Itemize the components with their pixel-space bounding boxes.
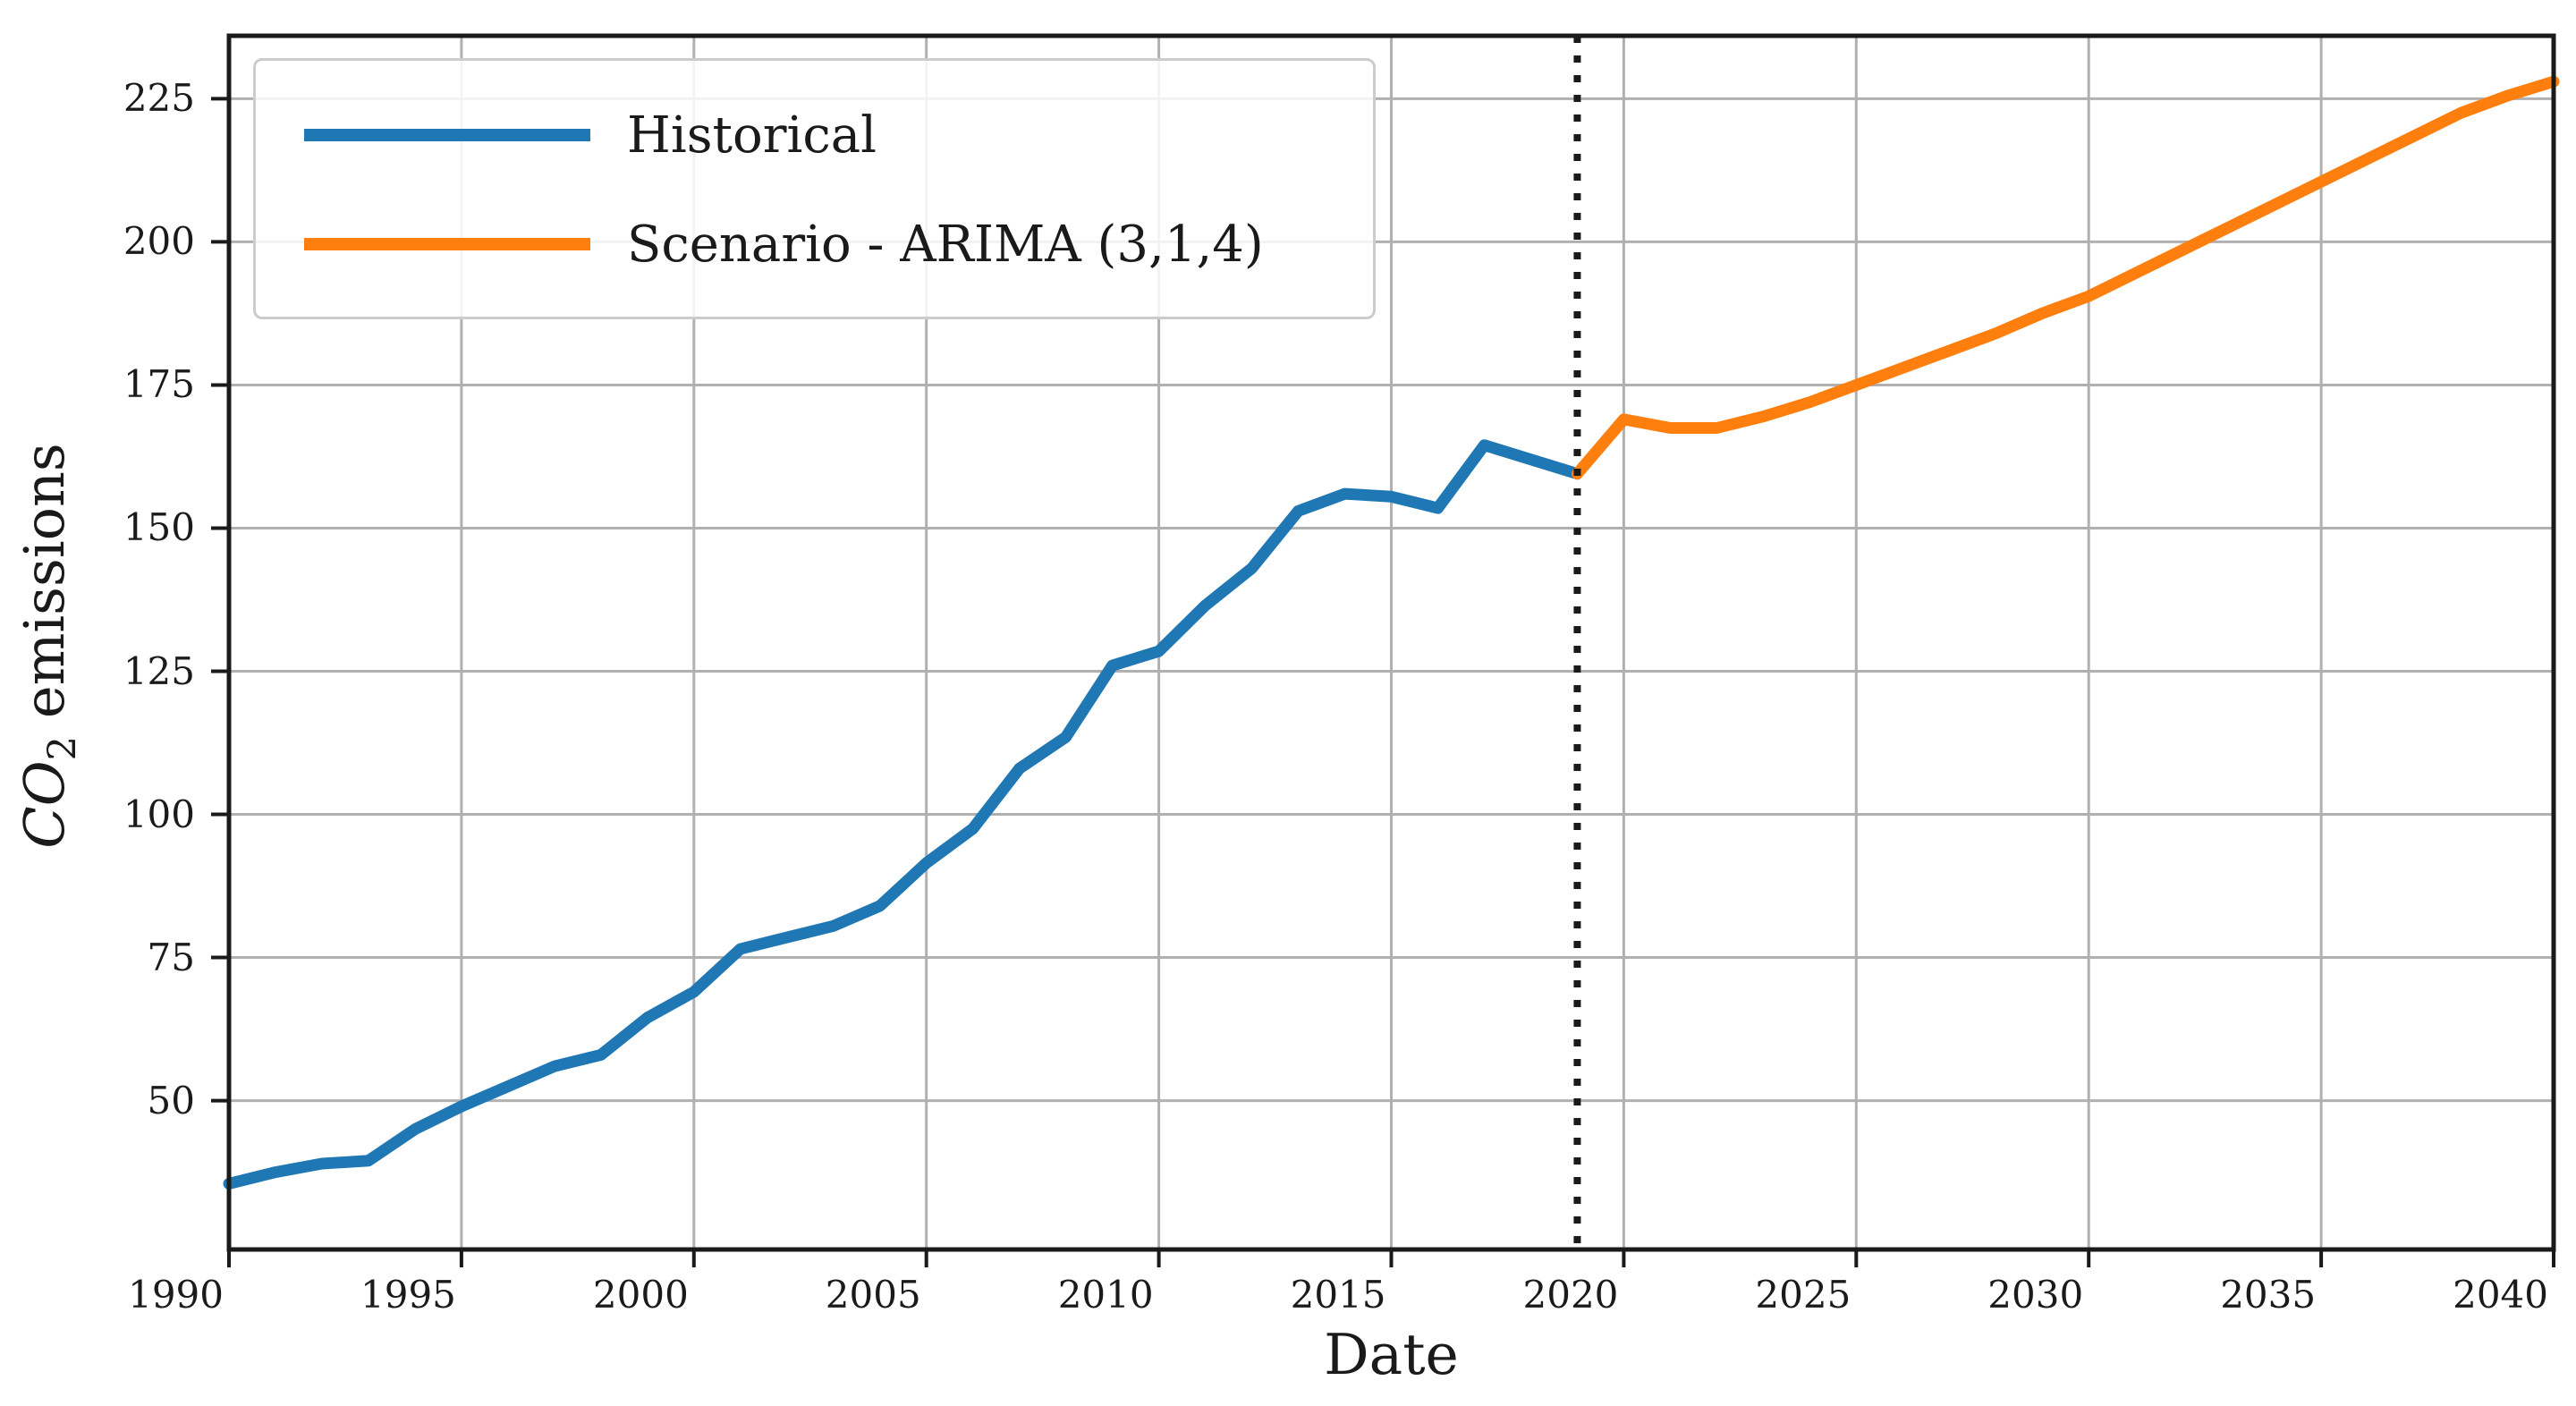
x-tick-label: 1995 [360,1273,456,1317]
historical-line [223,439,1583,1190]
legend-label-historical: Historical [627,106,877,165]
legend: Historical Scenario - ARIMA (3,1,4) [253,58,1376,319]
y-tick-label: 150 [123,505,195,550]
y-tick-label: 50 [147,1078,195,1122]
x-tick-label: 2030 [1987,1273,2084,1317]
y-axis-title: CO2 emissions [12,443,85,848]
y-tick-label: 75 [147,935,195,979]
y-axis-title-co: CO [11,760,77,849]
scenario-line [1571,75,2560,480]
y-tick-label: 225 [123,76,195,121]
y-tick-label: 200 [123,219,195,264]
y-tick-label: 175 [123,362,195,407]
scenario-line-swatch [304,238,590,250]
y-tick-label: 100 [123,792,195,836]
legend-item-scenario: Scenario - ARIMA (3,1,4) [304,190,1373,299]
y-axis-title-rest: emissions [11,443,77,736]
legend-label-scenario: Scenario - ARIMA (3,1,4) [627,215,1264,274]
x-tick-label: 2000 [592,1273,689,1317]
plot-spines [226,33,2556,1252]
x-axis-title: Date [1324,1322,1459,1387]
x-tick-label: 2015 [1290,1273,1386,1317]
x-tick-label: 2010 [1057,1273,1154,1317]
historical-line-swatch [304,129,590,141]
axis-layer [211,33,2556,1267]
x-tick-label: 2025 [1755,1273,1852,1317]
x-tick-label: 2005 [825,1273,921,1317]
x-tick-label: 2040 [2453,1273,2548,1317]
x-tick-label: 2035 [2220,1273,2317,1317]
legend-item-historical: Historical [304,80,1373,190]
x-tick-label: 2020 [1522,1273,1619,1317]
y-axis-title-sub2: 2 [40,735,86,761]
x-tick-label: 1990 [128,1273,224,1317]
series-layer [223,75,2560,1190]
y-tick-label: 125 [123,648,195,693]
